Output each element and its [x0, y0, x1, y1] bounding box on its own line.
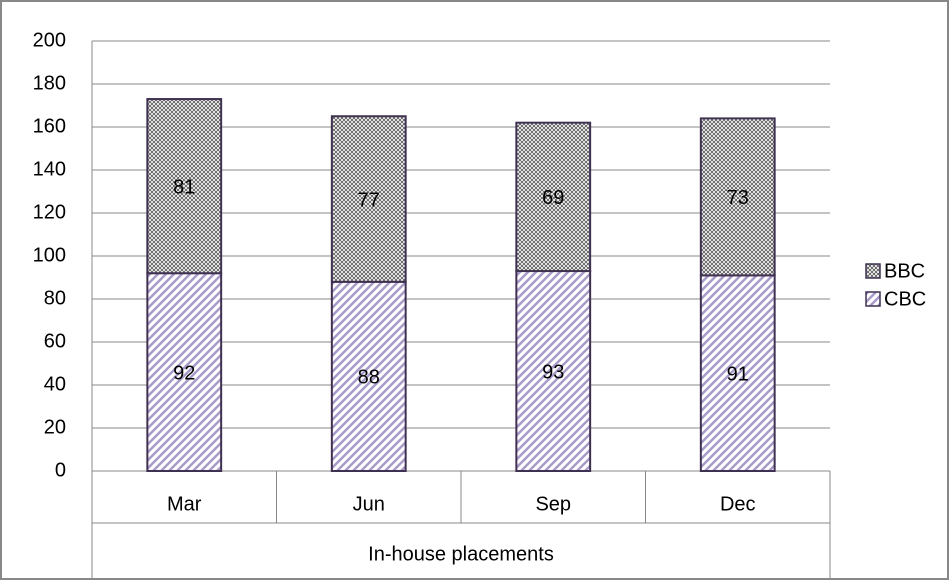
y-tick-label: 140 — [33, 158, 66, 180]
y-tick-label: 60 — [44, 330, 66, 352]
legend-swatch — [865, 263, 881, 279]
x-tick-label: Dec — [720, 493, 756, 515]
y-tick-label: 180 — [33, 72, 66, 94]
bar-segment — [330, 280, 407, 472]
legend-swatch — [865, 291, 881, 307]
x-axis-label: In-house placements — [368, 543, 554, 565]
legend-label: CBC — [884, 288, 926, 310]
y-tick-label: 80 — [44, 287, 66, 309]
y-tick-label: 20 — [44, 416, 66, 438]
data-label: 88 — [358, 367, 380, 389]
data-label: 73 — [727, 187, 749, 209]
data-label: 91 — [727, 363, 749, 385]
y-tick-label: 100 — [33, 244, 66, 266]
data-label: 69 — [542, 187, 564, 209]
bar-segment — [699, 117, 776, 277]
bar-segment — [330, 115, 407, 283]
data-label: 93 — [542, 361, 564, 383]
x-tick-label: Jun — [353, 493, 385, 515]
bar-segment — [515, 270, 592, 472]
y-tick-label: 40 — [44, 373, 66, 395]
y-tick-label: 0 — [55, 459, 66, 481]
y-tick-label: 160 — [33, 115, 66, 137]
data-label: 81 — [173, 176, 195, 198]
x-tick-label: Mar — [167, 493, 202, 515]
bar-segment — [515, 121, 592, 273]
data-label: 77 — [358, 189, 380, 211]
bar-segment — [146, 272, 223, 473]
x-tick-label: Sep — [535, 493, 571, 515]
bar-segment — [146, 98, 223, 275]
y-tick-label: 120 — [33, 201, 66, 223]
legend-label: BBC — [884, 260, 925, 282]
y-tick-label: 200 — [33, 29, 66, 51]
data-label: 92 — [173, 362, 195, 384]
